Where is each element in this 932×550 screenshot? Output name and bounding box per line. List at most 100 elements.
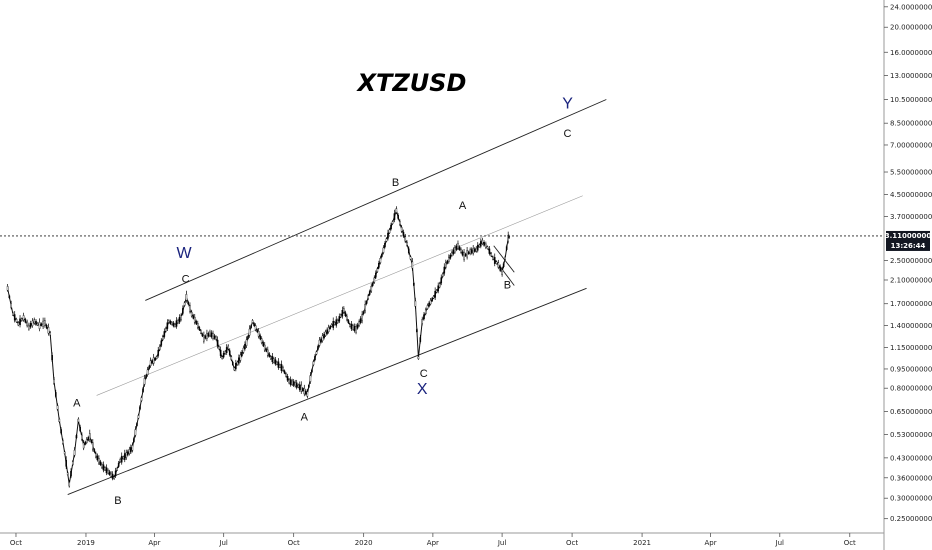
candle-body bbox=[175, 320, 178, 327]
candle-body bbox=[409, 256, 412, 260]
candle-body bbox=[65, 459, 67, 467]
candle-body bbox=[390, 224, 392, 230]
candle-body bbox=[378, 263, 380, 268]
candle-body bbox=[421, 319, 424, 324]
price-path-segment bbox=[421, 306, 429, 322]
wave-label-b: B bbox=[114, 495, 121, 507]
candle-body bbox=[385, 238, 388, 242]
candle-body bbox=[440, 277, 443, 284]
candle-body bbox=[13, 314, 16, 321]
candle-body bbox=[45, 325, 48, 329]
candle-body bbox=[165, 328, 167, 332]
x-tick-label: Jul bbox=[775, 539, 785, 547]
candle-body bbox=[222, 352, 225, 358]
candle-body bbox=[327, 327, 330, 333]
channel-lower-line[interactable] bbox=[67, 287, 587, 495]
wave-label-x: X bbox=[417, 381, 428, 398]
candle-body bbox=[426, 305, 429, 309]
candle-body bbox=[318, 339, 321, 346]
candle-body bbox=[486, 246, 489, 249]
candle-body bbox=[297, 384, 300, 388]
candle-body bbox=[227, 345, 230, 350]
candle-body bbox=[218, 346, 220, 350]
candle-body bbox=[326, 329, 328, 334]
candle-body bbox=[8, 295, 11, 299]
price-path-segment bbox=[33, 321, 40, 326]
candle-body bbox=[493, 257, 496, 264]
candle-body bbox=[475, 247, 478, 252]
x-tick-label: Apr bbox=[427, 539, 439, 547]
y-tick-label: 2.50000000 bbox=[890, 257, 932, 265]
candle-body bbox=[70, 471, 72, 477]
candle-body bbox=[445, 262, 447, 268]
candle-body bbox=[36, 322, 39, 326]
candle-body bbox=[330, 324, 333, 327]
wave-label-c: C bbox=[564, 128, 572, 140]
price-axis[interactable]: 24.00000000 20.00000000 16.00000000 13.0000… bbox=[884, 3, 932, 523]
candle-body bbox=[370, 286, 373, 292]
candle-body bbox=[221, 356, 223, 359]
candle-body bbox=[19, 318, 21, 326]
candle-body bbox=[341, 310, 344, 317]
channel-mid-line[interactable] bbox=[96, 195, 583, 396]
candle-body bbox=[139, 406, 141, 410]
candle-body bbox=[203, 335, 205, 342]
candle-body bbox=[178, 317, 181, 323]
candle-body bbox=[346, 315, 348, 321]
y-tick-label: 7.00000000 bbox=[890, 141, 932, 149]
candle-body bbox=[373, 277, 376, 283]
price-path-segment bbox=[401, 229, 408, 244]
candle-body bbox=[268, 353, 271, 357]
candle-body bbox=[338, 316, 341, 322]
candle-body bbox=[117, 462, 120, 467]
candle-body bbox=[364, 304, 366, 311]
candle-body bbox=[62, 440, 64, 444]
candle-body bbox=[321, 335, 324, 341]
candle-body bbox=[416, 329, 418, 333]
y-tick-label: 8.50000000 bbox=[890, 120, 932, 128]
candle-body bbox=[33, 319, 36, 324]
candle-body bbox=[460, 249, 462, 253]
wave-label-b: B bbox=[504, 279, 511, 291]
candle-body bbox=[207, 333, 210, 337]
candle-body bbox=[146, 369, 149, 376]
price-path-segment bbox=[12, 313, 19, 325]
candle-body bbox=[295, 382, 298, 388]
candle-body bbox=[163, 331, 166, 337]
candle-body bbox=[56, 405, 59, 410]
candle-body bbox=[136, 423, 138, 426]
candle-body bbox=[190, 311, 193, 317]
candle-body bbox=[180, 315, 182, 320]
price-tag-background bbox=[886, 230, 930, 251]
x-tick-label: Jul bbox=[218, 539, 228, 547]
trendlines bbox=[67, 99, 607, 495]
candle-body bbox=[323, 333, 325, 339]
candle-body bbox=[116, 467, 118, 471]
candle-body bbox=[17, 322, 20, 326]
candle-body bbox=[174, 324, 176, 327]
x-tick-label: Apr bbox=[148, 539, 160, 547]
y-tick-label: 2.10000000 bbox=[890, 276, 932, 284]
channel-upper-line[interactable] bbox=[145, 99, 607, 301]
candle-body bbox=[224, 351, 226, 355]
x-tick-label: 2021 bbox=[633, 539, 651, 547]
candle-body bbox=[375, 272, 377, 278]
candle-body bbox=[266, 349, 269, 356]
candle-body bbox=[393, 213, 396, 220]
candle-body bbox=[407, 248, 410, 254]
candle-body bbox=[113, 476, 115, 480]
y-tick-label: 0.43000000 bbox=[890, 454, 932, 462]
candle-body bbox=[192, 315, 195, 319]
candle-body bbox=[353, 326, 356, 332]
wedge-upper-line[interactable] bbox=[493, 245, 515, 273]
candle-body bbox=[247, 336, 249, 339]
price-path-segment bbox=[44, 322, 51, 334]
candle-body bbox=[303, 388, 306, 395]
candle-body bbox=[404, 236, 407, 242]
candle-body bbox=[443, 266, 446, 274]
candle-body bbox=[413, 283, 415, 286]
time-axis[interactable]: Oct 2019 Apr Jul Oct 2020 Apr Jul Oct 2021 Apr Jul O… bbox=[10, 533, 856, 547]
candle-body bbox=[441, 273, 444, 277]
candle-body bbox=[206, 332, 208, 340]
